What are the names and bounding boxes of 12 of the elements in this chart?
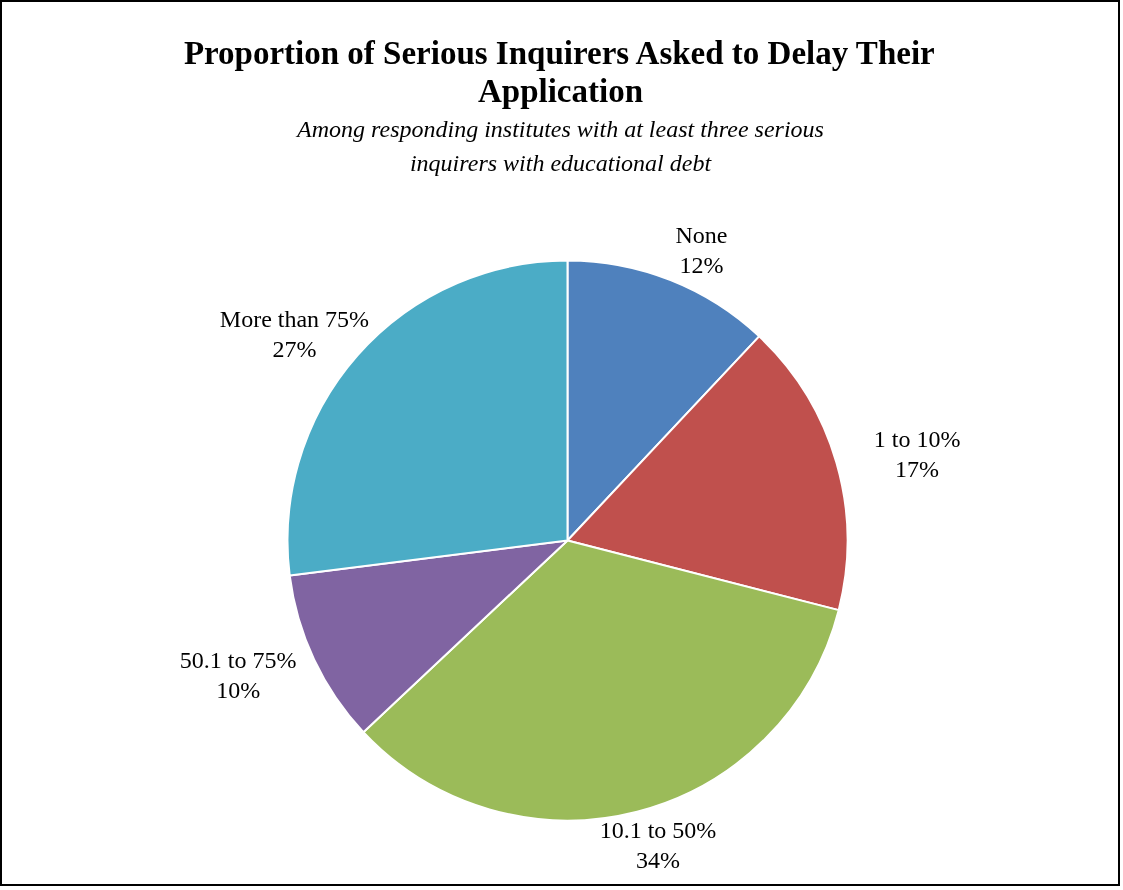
chart-subtitle: Among responding institutes with at least three serious inquirers with educational debt (295, 115, 824, 176)
chart-title: Proportion of Serious Inquirers Asked to Delay Their Application (183, 34, 935, 109)
slice-label: More than 75% (219, 306, 370, 333)
data-label: 12% (679, 251, 724, 278)
data-label: 10% (216, 677, 261, 704)
slice-label: 10.1 to 50% (599, 817, 717, 844)
slice-label: None (675, 221, 728, 248)
slice-label: 1 to 10% (873, 426, 961, 453)
data-label: 27% (272, 336, 317, 363)
data-label: 17% (895, 456, 940, 483)
data-label: 34% (636, 847, 681, 874)
slice-label: 50.1 to 75% (179, 647, 297, 674)
